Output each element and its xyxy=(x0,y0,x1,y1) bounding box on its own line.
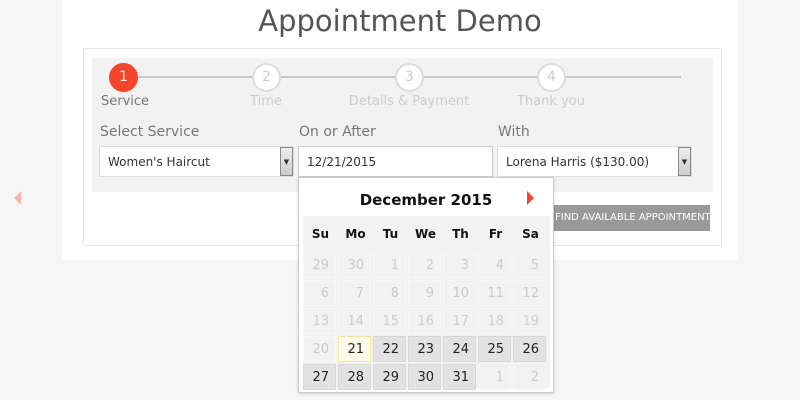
calendar-day: 16 xyxy=(408,308,441,334)
calendar-day: 13 xyxy=(303,308,336,334)
date-input[interactable]: 12/21/2015 xyxy=(298,146,493,177)
step-2-label: Time xyxy=(250,94,282,109)
calendar-day: 2 xyxy=(513,364,546,390)
calendar-day[interactable]: 21 xyxy=(338,336,371,362)
calendar-day[interactable]: 26 xyxy=(513,336,546,362)
prev-month-icon[interactable] xyxy=(14,191,21,205)
step-4-label: Thank you xyxy=(517,94,585,109)
calendar-day: 11 xyxy=(478,280,511,306)
weekday-header: Fr xyxy=(488,227,503,241)
date-value: 12/21/2015 xyxy=(307,155,377,169)
calendar-day[interactable]: 25 xyxy=(478,336,511,362)
calendar-day: 30 xyxy=(338,252,371,278)
weekday-header: Th xyxy=(452,227,469,241)
date-label: On or After xyxy=(299,124,376,140)
step-3-circle: 3 xyxy=(395,63,424,92)
weekday-header: Mo xyxy=(345,227,366,241)
step-1-circle: 1 xyxy=(109,63,138,92)
calendar-day: 2 xyxy=(408,252,441,278)
calendar-day: 9 xyxy=(408,280,441,306)
calendar-day: 3 xyxy=(443,252,476,278)
dropdown-arrow-icon[interactable]: ▼ xyxy=(678,147,691,176)
calendar-day: 10 xyxy=(443,280,476,306)
calendar-day: 12 xyxy=(513,280,546,306)
with-label: With xyxy=(498,124,530,140)
find-appointments-button[interactable]: FIND AVAILABLE APPOINTMENTS xyxy=(545,205,710,231)
calendar-day: 29 xyxy=(303,252,336,278)
next-month-icon[interactable] xyxy=(527,191,534,205)
step-4-circle: 4 xyxy=(537,63,566,92)
calendar-day[interactable]: 31 xyxy=(443,364,476,390)
calendar-day[interactable]: 28 xyxy=(338,364,371,390)
calendar-day: 19 xyxy=(513,308,546,334)
calendar-day[interactable]: 29 xyxy=(373,364,406,390)
calendar-day[interactable]: 24 xyxy=(443,336,476,362)
calendar-day: 14 xyxy=(338,308,371,334)
calendar-day: 7 xyxy=(338,280,371,306)
calendar-day: 18 xyxy=(478,308,511,334)
weekday-header: Sa xyxy=(522,227,539,241)
service-select[interactable]: Women's Haircut ▼ xyxy=(99,146,294,177)
calendar-day: 15 xyxy=(373,308,406,334)
calendar-day: 20 xyxy=(303,336,336,362)
step-1-label: Service xyxy=(100,94,150,109)
calendar-day: 1 xyxy=(373,252,406,278)
weekday-header: We xyxy=(415,227,436,241)
calendar-month: December 2015 xyxy=(359,191,493,209)
weekday-header: Su xyxy=(311,227,330,241)
calendar-day: 17 xyxy=(443,308,476,334)
step-2-circle: 2 xyxy=(252,63,281,92)
calendar-day[interactable]: 23 xyxy=(408,336,441,362)
with-select[interactable]: Lorena Harris ($130.00) ▼ xyxy=(497,146,692,177)
service-label: Select Service xyxy=(100,124,200,140)
dropdown-arrow-icon[interactable]: ▼ xyxy=(280,147,293,176)
page-title: Appointment Demo xyxy=(258,4,542,38)
service-value: Women's Haircut xyxy=(108,155,210,169)
calendar-day: 1 xyxy=(478,364,511,390)
calendar-day: 4 xyxy=(478,252,511,278)
with-value: Lorena Harris ($130.00) xyxy=(506,155,650,169)
weekday-header: Tu xyxy=(382,227,399,241)
calendar-day[interactable]: 22 xyxy=(373,336,406,362)
calendar-day[interactable]: 30 xyxy=(408,364,441,390)
step-3-label: Details & Payment xyxy=(348,94,470,109)
calendar-day: 5 xyxy=(513,252,546,278)
calendar-day: 8 xyxy=(373,280,406,306)
calendar-day[interactable]: 27 xyxy=(303,364,336,390)
calendar-day: 6 xyxy=(303,280,336,306)
